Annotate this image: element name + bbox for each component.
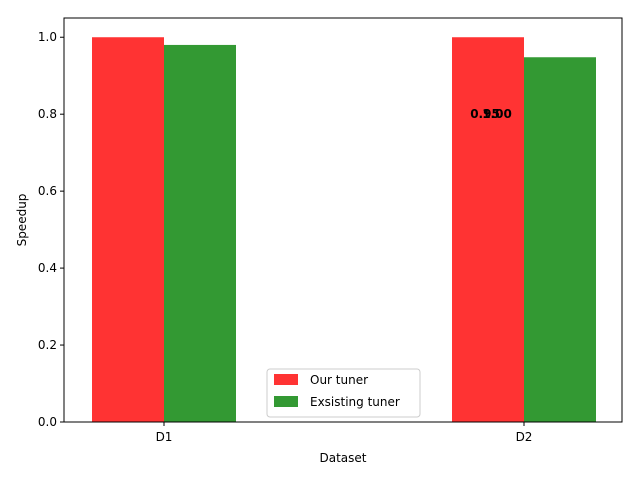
legend-box <box>266 368 421 418</box>
y-tick-label: 1.0 <box>38 30 57 44</box>
x-tick-label: D2 <box>516 430 533 444</box>
x-axis-label: Dataset <box>320 451 367 465</box>
y-tick-label: 0.0 <box>38 415 57 429</box>
bar-our-tuner-d2 <box>452 37 524 422</box>
legend-label-existing-tuner: Exsisting tuner <box>310 395 400 409</box>
bar-existing-tuner-d1 <box>164 44 236 422</box>
y-tick-label: 0.2 <box>38 338 57 352</box>
bar-existing-tuner-d2 <box>524 57 596 422</box>
y-tick-label: 0.4 <box>38 261 57 275</box>
legend-swatch-existing-tuner <box>274 396 298 407</box>
legend-label-our-tuner: Our tuner <box>310 373 368 387</box>
y-axis-label: Speedup <box>15 194 29 247</box>
plot-frame <box>63 17 623 423</box>
bars-group <box>92 37 596 422</box>
y-axis-ticks: 0.0 0.2 0.4 0.6 0.8 1.0 <box>38 30 64 429</box>
legend: Our tuner Exsisting tuner <box>266 368 421 418</box>
x-tick-label: D1 <box>156 430 173 444</box>
y-tick-label: 0.6 <box>38 184 57 198</box>
data-label-annotation: 1.00 <box>482 107 512 121</box>
legend-swatch-our-tuner <box>274 374 298 385</box>
y-tick-label: 0.8 <box>38 107 57 121</box>
x-axis-ticks: D1 D2 <box>156 422 533 444</box>
annotations-group: 0.951.00 <box>470 107 512 121</box>
data-label-annotation: 0.95 <box>470 107 500 121</box>
bar-our-tuner-d1 <box>92 37 164 422</box>
